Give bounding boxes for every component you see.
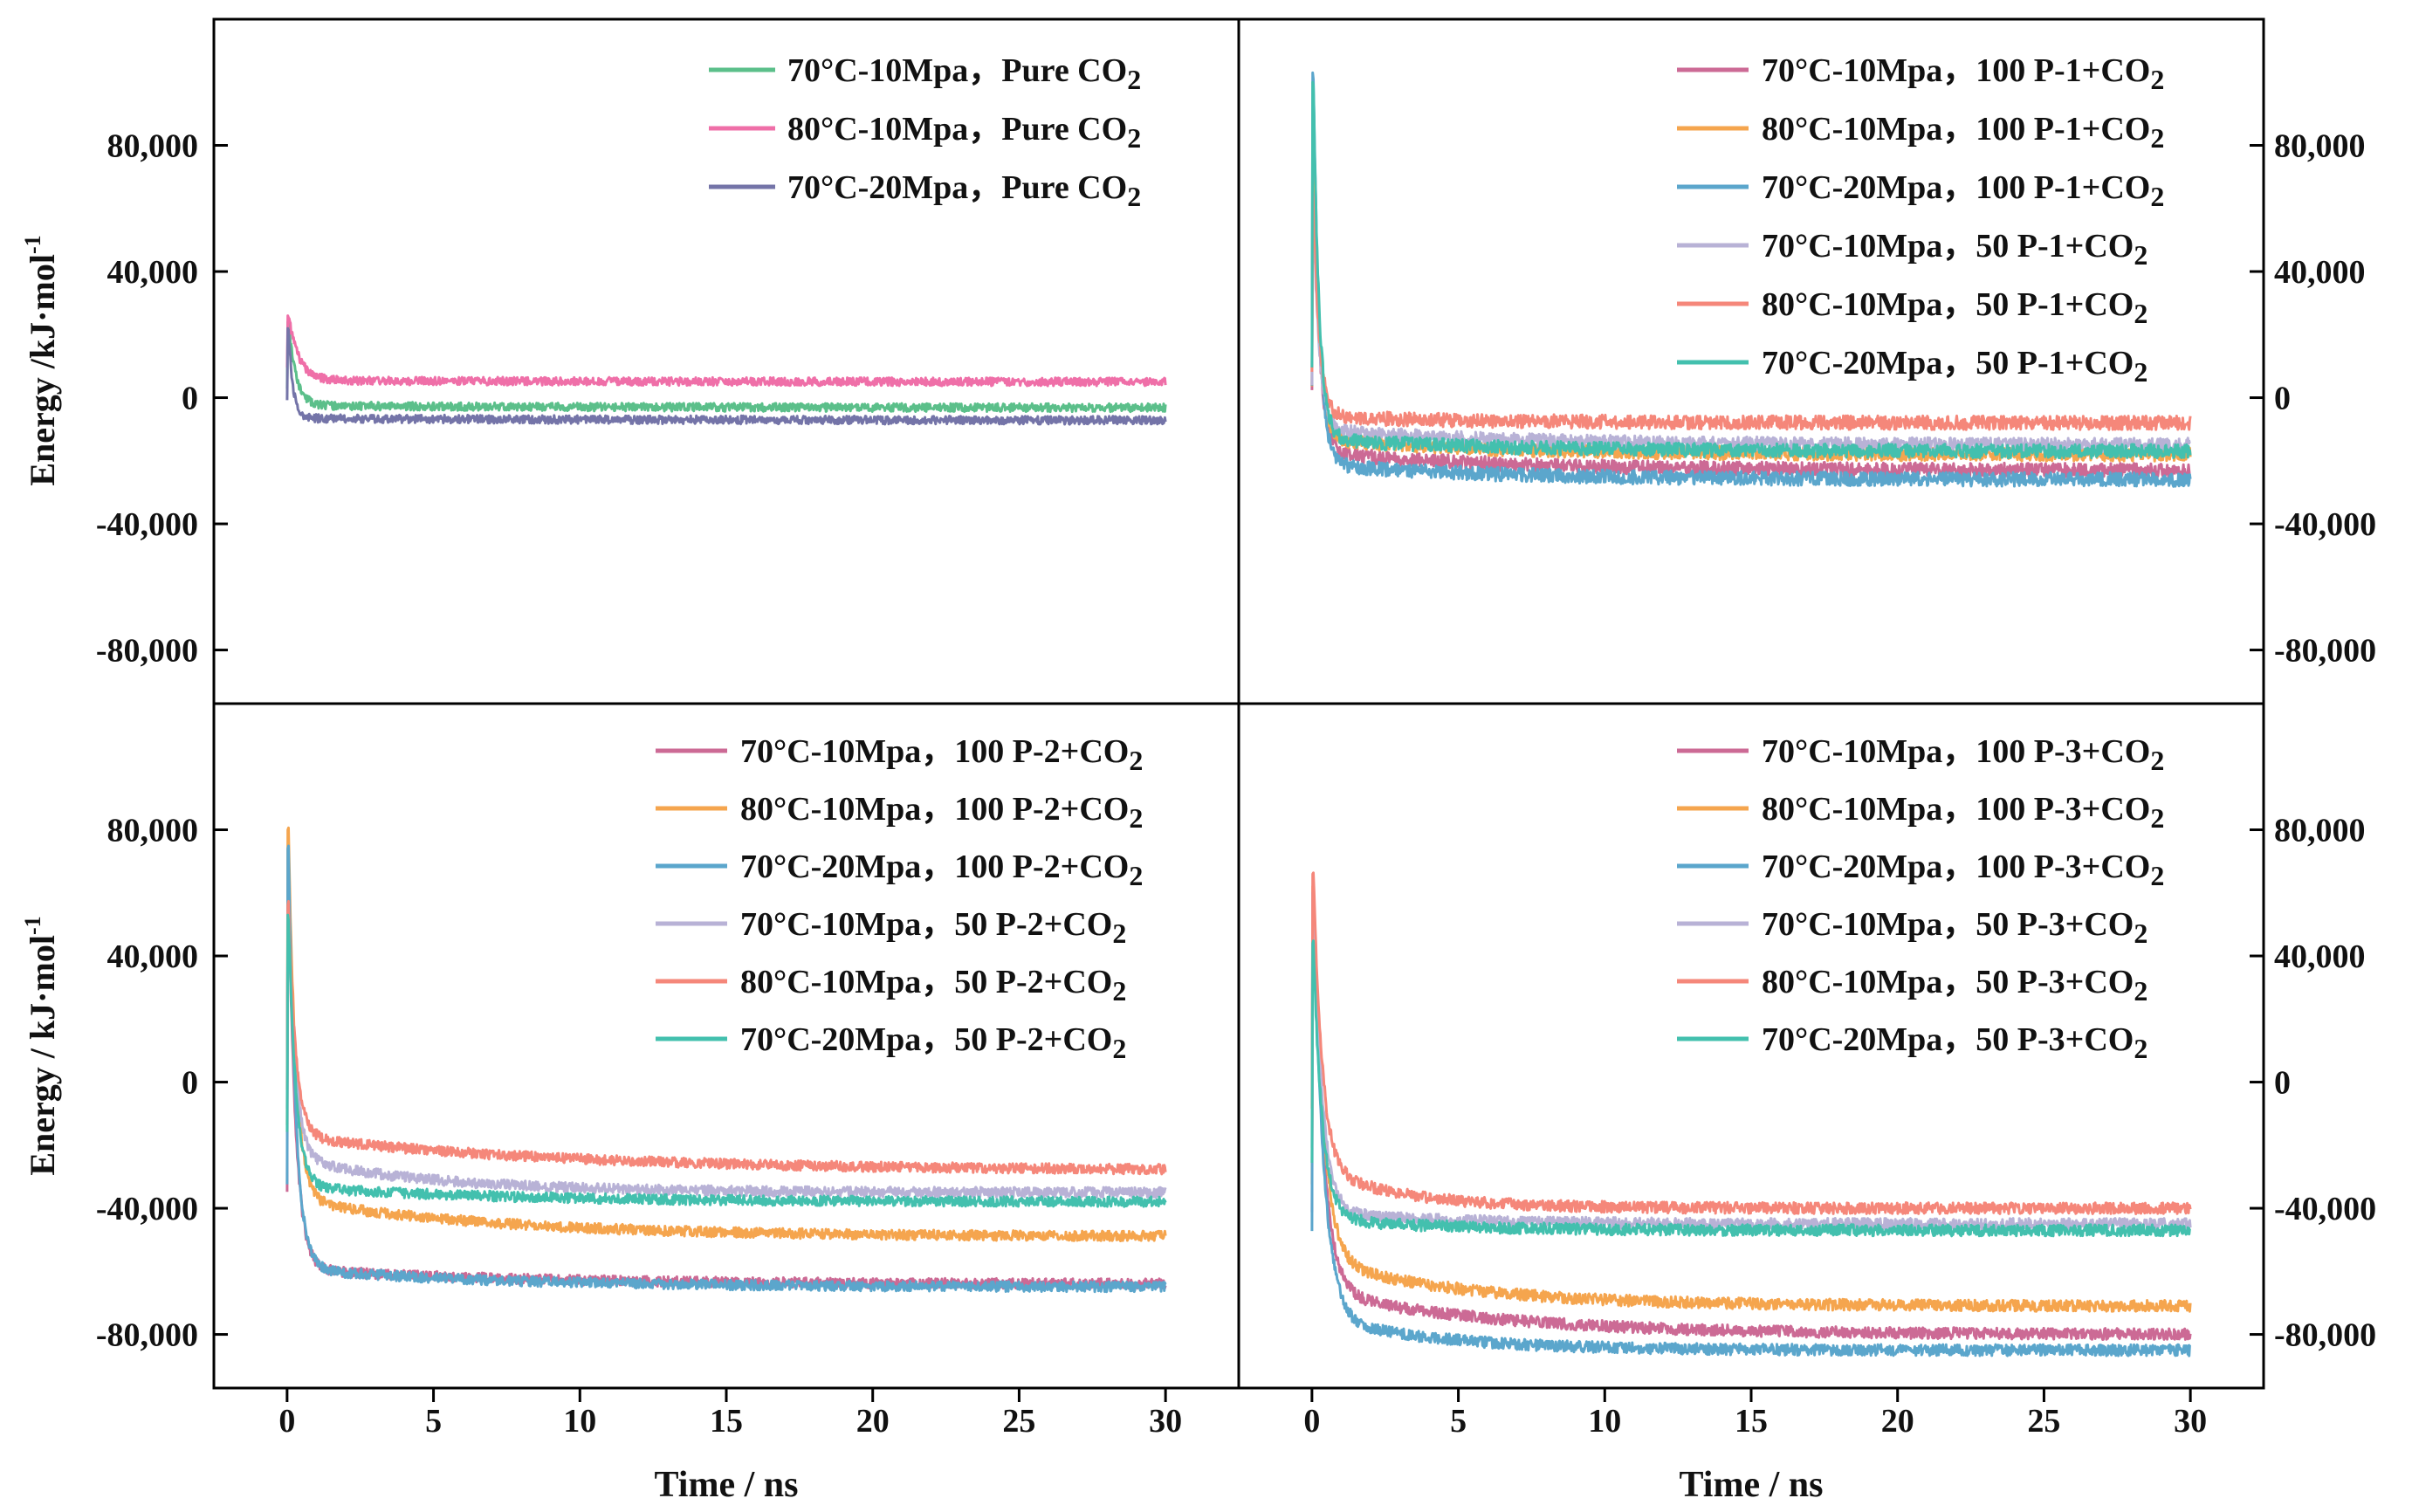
- ytick-label-top-left-2: 0: [182, 381, 198, 417]
- series-line-bottom-right-0: [1310, 897, 2192, 1341]
- ytick-label-top-right-0: 80,000: [2274, 128, 2366, 165]
- xtick-label-bottom-left-0: 0: [278, 1403, 295, 1440]
- legend-label-bottom-right-5: 70°C-20Mpa，50 P-3+CO2: [1762, 1021, 2147, 1064]
- series-line-bottom-right-2: [1310, 891, 2192, 1357]
- ytick-label-top-left-3: -40,000: [96, 506, 198, 543]
- ytick-label-bottom-left-0: 80,000: [107, 813, 199, 849]
- xlabel-bottom-right: Time / ns: [1680, 1465, 1824, 1505]
- series-line-bottom-left-4: [285, 899, 1167, 1176]
- series-line-top-right-2: [1310, 71, 2192, 488]
- series-line-bottom-right-5: [1310, 939, 2191, 1238]
- xtick-label-bottom-right-0: 0: [1303, 1403, 1320, 1440]
- legend-label-bottom-left-3: 70°C-10Mpa，50 P-2+CO2: [740, 906, 1126, 949]
- ytick-label-bottom-right-3: -40,000: [2274, 1191, 2376, 1227]
- xtick-label-bottom-right-5: 25: [2027, 1403, 2060, 1440]
- legend-label-bottom-right-2: 70°C-20Mpa，100 P-3+CO2: [1762, 849, 2164, 891]
- ytick-label-top-left-4: -80,000: [96, 633, 198, 670]
- series-line-top-right-4: [1310, 191, 2192, 431]
- plot-area-bottom-right: [1310, 871, 2192, 1357]
- xtick-label-bottom-left-1: 5: [425, 1403, 442, 1440]
- legend-label-bottom-left-1: 80°C-10Mpa，100 P-2+CO2: [740, 791, 1143, 834]
- legend-label-bottom-right-1: 80°C-10Mpa，100 P-3+CO2: [1762, 791, 2164, 834]
- panel-frames: [212, 17, 2265, 1390]
- legend-label-bottom-right-4: 80°C-10Mpa，50 P-3+CO2: [1762, 964, 2147, 1007]
- series-line-bottom-right-1: [1310, 885, 2192, 1313]
- series-layer: [285, 71, 2192, 1357]
- xtick-label-bottom-left-3: 15: [710, 1403, 743, 1440]
- ytick-label-top-right-1: 40,000: [2274, 254, 2366, 291]
- series-line-bottom-left-5: [285, 913, 1167, 1208]
- xtick-label-bottom-left-5: 25: [1002, 1403, 1035, 1440]
- legend-label-bottom-left-2: 70°C-20Mpa，100 P-2+CO2: [740, 849, 1143, 891]
- legend-label-top-right-5: 70°C-20Mpa，50 P-1+CO2: [1762, 345, 2147, 388]
- legend-label-top-right-0: 70°C-10Mpa，100 P-1+CO2: [1762, 52, 2164, 95]
- ytick-label-bottom-left-1: 40,000: [107, 938, 199, 975]
- legend-label-top-right-2: 70°C-20Mpa，100 P-1+CO2: [1762, 169, 2164, 212]
- legend-label-bottom-left-0: 70°C-10Mpa，100 P-2+CO2: [740, 733, 1143, 776]
- legend-label-bottom-right-3: 70°C-10Mpa，50 P-3+CO2: [1762, 906, 2147, 949]
- ytick-label-bottom-left-2: 0: [182, 1065, 198, 1102]
- tick-layer: 80,000 40,000 0 -40,000 -80,000 80,000 40,000 0…: [96, 128, 2376, 1440]
- series-line-bottom-left-0: [285, 883, 1167, 1290]
- xtick-label-bottom-left-6: 30: [1149, 1403, 1182, 1440]
- ytick-label-top-left-1: 40,000: [107, 254, 199, 291]
- ytick-label-top-right-2: 0: [2274, 381, 2291, 417]
- xtick-label-bottom-right-6: 30: [2174, 1403, 2207, 1440]
- ytick-label-top-right-3: -40,000: [2274, 506, 2376, 543]
- legend-label-top-left-2: 70°C-20Mpa，Pure CO2: [787, 169, 1141, 212]
- legend-label-bottom-left-4: 80°C-10Mpa，50 P-2+CO2: [740, 964, 1126, 1007]
- ytick-label-bottom-right-2: 0: [2274, 1065, 2291, 1102]
- plot-area-top-right: [1310, 71, 2192, 488]
- legend-layer: 70°C-10Mpa，Pure CO2 80°C-10Mpa，Pure CO2 70…: [656, 52, 2164, 1064]
- xtick-label-bottom-left-2: 10: [563, 1403, 596, 1440]
- ytick-label-bottom-right-4: -80,000: [2274, 1317, 2376, 1354]
- ytick-label-bottom-left-3: -40,000: [96, 1191, 198, 1227]
- series-line-bottom-left-2: [285, 844, 1167, 1294]
- ylabel-bottom-left: Energy / kJ·mol-1: [20, 916, 62, 1175]
- legend-label-bottom-right-0: 70°C-10Mpa，100 P-3+CO2: [1762, 733, 2164, 776]
- xtick-label-bottom-right-3: 15: [1735, 1403, 1768, 1440]
- ytick-label-bottom-left-4: -80,000: [96, 1317, 198, 1354]
- ytick-label-bottom-right-1: 40,000: [2274, 938, 2366, 975]
- xlabel-bottom-left: Time / ns: [655, 1465, 799, 1505]
- series-line-top-left-2: [285, 326, 1167, 426]
- legend-label-top-left-0: 70°C-10Mpa，Pure CO2: [787, 52, 1141, 95]
- series-line-top-right-0: [1310, 138, 2192, 478]
- plot-area-bottom-left: [285, 826, 1167, 1294]
- series-line-top-left-0: [285, 320, 1167, 414]
- legend-label-top-right-4: 80°C-10Mpa，50 P-1+CO2: [1762, 286, 2147, 329]
- series-line-bottom-right-4: [1310, 871, 2192, 1215]
- plot-area-top-left: [285, 314, 1167, 426]
- ylabel-top-left: Energy /kJ·mol-1: [20, 235, 62, 485]
- series-line-top-left-1: [285, 314, 1167, 388]
- series-line-top-right-5: [1310, 80, 2192, 460]
- legend-label-bottom-left-5: 70°C-20Mpa，50 P-2+CO2: [740, 1021, 1126, 1064]
- xtick-label-bottom-right-4: 20: [1881, 1403, 1914, 1440]
- series-line-bottom-left-1: [285, 826, 1167, 1242]
- legend-label-top-left-1: 80°C-10Mpa，Pure CO2: [787, 111, 1141, 154]
- ytick-label-top-right-4: -80,000: [2274, 633, 2376, 670]
- xtick-label-bottom-right-2: 10: [1588, 1403, 1621, 1440]
- ytick-label-bottom-right-0: 80,000: [2274, 813, 2366, 849]
- ytick-label-top-left-0: 80,000: [107, 128, 199, 165]
- series-line-bottom-left-3: [285, 907, 1167, 1199]
- xtick-label-bottom-left-4: 20: [856, 1403, 890, 1440]
- legend-label-top-right-1: 80°C-10Mpa，100 P-1+CO2: [1762, 111, 2164, 154]
- axis-label-layer: Energy /kJ·mol-1 Energy / kJ·mol-1 Time …: [20, 235, 1823, 1505]
- legend-label-top-right-3: 70°C-10Mpa，50 P-1+CO2: [1762, 228, 2147, 271]
- xtick-label-bottom-right-1: 5: [1450, 1403, 1467, 1440]
